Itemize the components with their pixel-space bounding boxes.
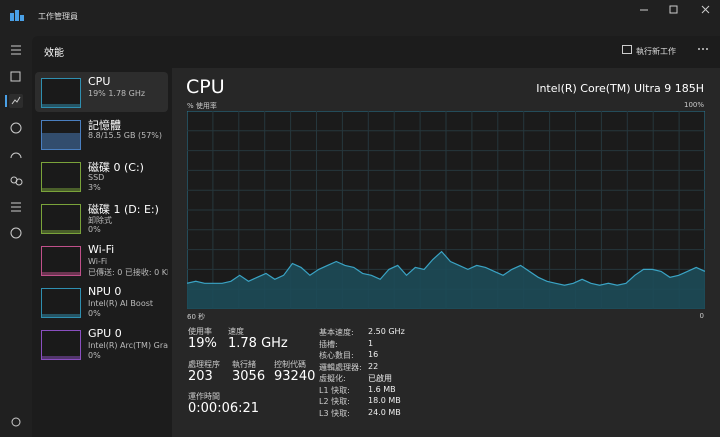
item-detail: 19% 1.78 GHz [88, 89, 146, 98]
spec-label: L2 快取: [319, 397, 350, 406]
stat-label: 速度 [228, 327, 244, 336]
app-icon [10, 10, 24, 21]
y-max-label: 100% [683, 101, 704, 109]
item-detail: Intel(R) AI Boost [88, 299, 154, 308]
spec-value: 24.0 MB [368, 407, 401, 417]
sidebar-item[interactable]: CPU 19% 1.78 GHz [35, 72, 168, 112]
item-detail: 卸除式 [88, 216, 112, 225]
thumbnail [41, 204, 81, 234]
window-controls[interactable] [630, 0, 720, 22]
spec-label: 核心數目: [319, 351, 354, 360]
spec-label: L3 快取: [319, 408, 350, 418]
thumbnail [41, 330, 81, 360]
thumbnail [41, 246, 81, 276]
item-detail: 0% [88, 225, 101, 234]
thumbnail-fill [42, 356, 80, 359]
item-name: CPU [88, 75, 111, 88]
item-detail: Intel(R) Arc(TM) Gra... [88, 341, 168, 350]
spec-value: 16 [368, 350, 379, 359]
x-right-label: 0 [699, 312, 704, 320]
run-task-label: 執行新工作 [636, 47, 676, 56]
thumbnail-fill [42, 314, 80, 317]
item-name: Wi-Fi [88, 243, 115, 256]
sidebar-item[interactable]: GPU 0 Intel(R) Arc(TM) Gra... 0% [35, 324, 168, 364]
item-detail: 0% [88, 351, 101, 360]
page-title: 效能 [44, 48, 64, 59]
stat-value: 1.78 GHz [228, 336, 288, 351]
stat-label: 運作時間 [188, 392, 220, 401]
spec-value: 18.0 MB [368, 396, 401, 405]
y-label: % 使用率 [187, 102, 217, 110]
item-name: 磁碟 1 (D: E:) [88, 203, 159, 216]
thumbnail [41, 288, 81, 318]
usage-area [187, 251, 705, 309]
item-name: 記憶體 [88, 119, 121, 132]
item-detail: SSD [88, 173, 105, 182]
stat-value: 3056 [232, 369, 266, 384]
stat-label: 處理程序 [188, 360, 220, 369]
item-detail: Wi-Fi [88, 257, 108, 266]
item-name: 磁碟 0 (C:) [88, 161, 144, 174]
spec-label: L1 快取: [319, 385, 350, 395]
item-detail: 3% [88, 183, 101, 192]
thumbnail-fill [42, 133, 80, 149]
window-title: 工作管理員 [38, 12, 78, 21]
more-button[interactable] [697, 46, 709, 52]
thumbnail [41, 120, 81, 150]
stat-value: 93240 [274, 369, 316, 384]
usage-line [187, 250, 705, 286]
thumbnail [41, 78, 81, 108]
run-task-button[interactable]: 執行新工作 [622, 45, 676, 57]
item-detail: 0% [88, 309, 101, 318]
thumbnail [41, 162, 81, 192]
item-detail: 已傳送: 0 已接收: 0 Kbps [88, 268, 168, 277]
sidebar-item[interactable]: 磁碟 0 (C:) SSD 3% [35, 156, 168, 196]
x-left-label: 60 秒 [187, 313, 206, 321]
nav-rail[interactable] [0, 36, 32, 437]
spec-label: 基本速度: [319, 328, 354, 337]
sidebar-item[interactable]: 磁碟 1 (D: E:) 卸除式 0% [35, 198, 168, 238]
spec-value: 1.6 MB [368, 384, 396, 394]
cpu-model: Intel(R) Core(TM) Ultra 9 185H [536, 82, 704, 95]
spec-value: 1 [368, 338, 374, 348]
spec-value: 22 [368, 361, 379, 371]
thumbnail-fill [42, 188, 80, 191]
stat-value: 203 [188, 369, 213, 384]
spec-label: 邏輯處理器: [319, 362, 362, 372]
thumbnail-fill [42, 272, 80, 275]
spec-label: 插槽: [319, 339, 338, 349]
thumbnail-fill [42, 104, 80, 107]
spec-value: 2.50 GHz [368, 327, 405, 336]
item-detail: 8.8/15.5 GB (57%) [88, 131, 163, 140]
stat-label: 使用率 [188, 327, 212, 336]
stat-value: 0:00:06:21 [188, 401, 260, 416]
item-name: NPU 0 [88, 285, 122, 298]
item-name: GPU 0 [88, 327, 122, 340]
sidebar-item[interactable]: NPU 0 Intel(R) AI Boost 0% [35, 282, 168, 322]
spec-value: 已啟用 [368, 374, 392, 383]
cpu-graph [187, 111, 705, 309]
spec-label: 虛擬化: [319, 374, 346, 383]
sidebar-item[interactable]: 記憶體 8.8/15.5 GB (57%) [35, 114, 168, 154]
stat-label: 執行緒 [232, 360, 256, 369]
thumbnail-fill [42, 230, 80, 233]
stat-value: 19% [188, 336, 217, 351]
stat-label: 控制代碼 [274, 360, 306, 369]
cpu-title: CPU [186, 76, 225, 98]
